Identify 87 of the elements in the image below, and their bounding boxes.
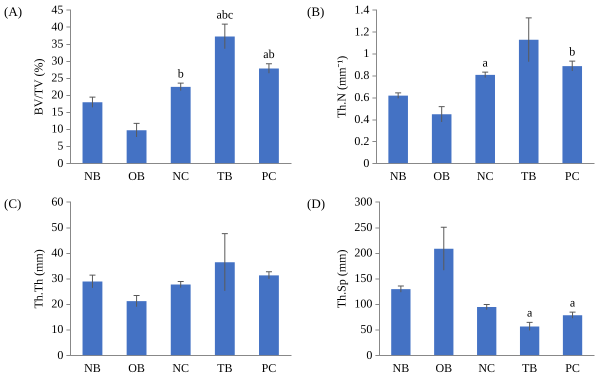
bar <box>434 248 454 356</box>
bar <box>391 289 411 356</box>
y-tick-label: 0 <box>57 156 64 170</box>
y-tick-label: 1 <box>363 46 370 60</box>
x-tick-label: PC <box>262 360 276 375</box>
annotation: ab <box>263 46 275 61</box>
x-tick-label: NC <box>478 360 496 375</box>
x-tick-label: TB <box>522 360 538 375</box>
y-tick-label: 35 <box>51 36 64 50</box>
y-tick-label: 0.4 <box>354 112 370 126</box>
x-tick-label: TB <box>217 360 232 375</box>
y-tick-label: 10 <box>51 322 64 336</box>
y-tick-label: 50 <box>360 322 372 336</box>
y-tick-label: 100 <box>354 296 372 311</box>
annotation: abc <box>216 7 234 22</box>
annotation: a <box>526 306 533 320</box>
chart-title: (A) <box>4 4 22 19</box>
chart-title: (B) <box>307 4 324 19</box>
y-tick-label: 0 <box>57 348 64 362</box>
y-tick-label: 5 <box>57 138 64 153</box>
y-tick-label: 40 <box>51 245 64 260</box>
y-axis-title: Th.N (mm⁻¹) <box>334 56 348 118</box>
y-tick-label: 0 <box>363 156 370 170</box>
x-tick-label: NC <box>476 168 494 183</box>
y-tick-label: 20 <box>51 296 64 311</box>
y-tick-label: 20 <box>51 88 64 102</box>
bar <box>259 68 279 164</box>
x-tick-label: OB <box>128 360 145 375</box>
x-tick-label: NC <box>172 360 190 375</box>
x-tick-label: NB <box>84 360 101 375</box>
annotation: b <box>178 66 184 80</box>
chart-title: (C) <box>4 196 22 211</box>
y-tick-label: 15 <box>51 104 64 119</box>
bar <box>432 114 452 164</box>
y-tick-label: 150 <box>354 271 372 286</box>
annotation: a <box>482 55 489 70</box>
bar <box>518 40 539 164</box>
x-tick-label: TB <box>521 168 536 183</box>
bar <box>259 275 279 356</box>
bar <box>82 102 102 164</box>
y-axis-title: Th.Sp (mm) <box>334 250 348 308</box>
bar <box>126 301 147 356</box>
y-axis-title: BV/TV (%) <box>31 58 46 116</box>
bar <box>214 36 235 164</box>
x-tick-label: PC <box>564 168 580 183</box>
y-tick-label: 40 <box>51 19 64 34</box>
bar <box>477 307 496 356</box>
x-tick-label: PC <box>262 168 276 183</box>
y-tick-label: 30 <box>51 53 64 68</box>
y-tick-label: 45 <box>51 2 64 16</box>
y-tick-label: 60 <box>51 194 64 208</box>
annotation: b <box>569 44 576 58</box>
x-tick-label: OB <box>435 360 452 375</box>
y-tick-label: 300 <box>354 194 372 208</box>
bar <box>82 281 102 356</box>
y-tick-label: 1.2 <box>354 24 370 38</box>
y-tick-label: 50 <box>51 220 64 234</box>
x-tick-label: NC <box>172 168 190 183</box>
bar <box>475 74 495 164</box>
bar <box>126 130 147 164</box>
x-tick-label: OB <box>128 168 145 183</box>
y-tick-label: 30 <box>51 271 64 286</box>
chart-title: (D) <box>307 196 326 211</box>
y-tick-label: 0.8 <box>354 68 370 82</box>
y-tick-label: 0.6 <box>354 90 370 104</box>
bar <box>170 284 191 356</box>
bar <box>388 96 408 164</box>
annotation: a <box>570 295 576 310</box>
bar <box>520 326 540 356</box>
x-tick-label: TB <box>217 168 232 183</box>
y-tick-label: 10 <box>51 122 64 136</box>
y-tick-label: 0.2 <box>354 134 370 148</box>
x-tick-label: OB <box>433 168 450 183</box>
y-tick-label: 0 <box>366 348 372 362</box>
bar <box>214 262 235 356</box>
y-axis-title: Th.Th (mm) <box>31 249 46 309</box>
x-tick-label: NB <box>84 168 101 183</box>
x-tick-label: PC <box>565 360 580 375</box>
y-tick-label: 250 <box>354 220 372 234</box>
bar <box>562 315 582 356</box>
bar <box>170 86 191 164</box>
x-tick-label: NB <box>390 168 406 183</box>
x-tick-label: NB <box>392 360 410 375</box>
y-tick-label: 25 <box>51 70 64 85</box>
bar <box>562 66 582 164</box>
y-tick-label: 200 <box>354 245 372 260</box>
y-tick-label: 1.4 <box>354 2 370 16</box>
